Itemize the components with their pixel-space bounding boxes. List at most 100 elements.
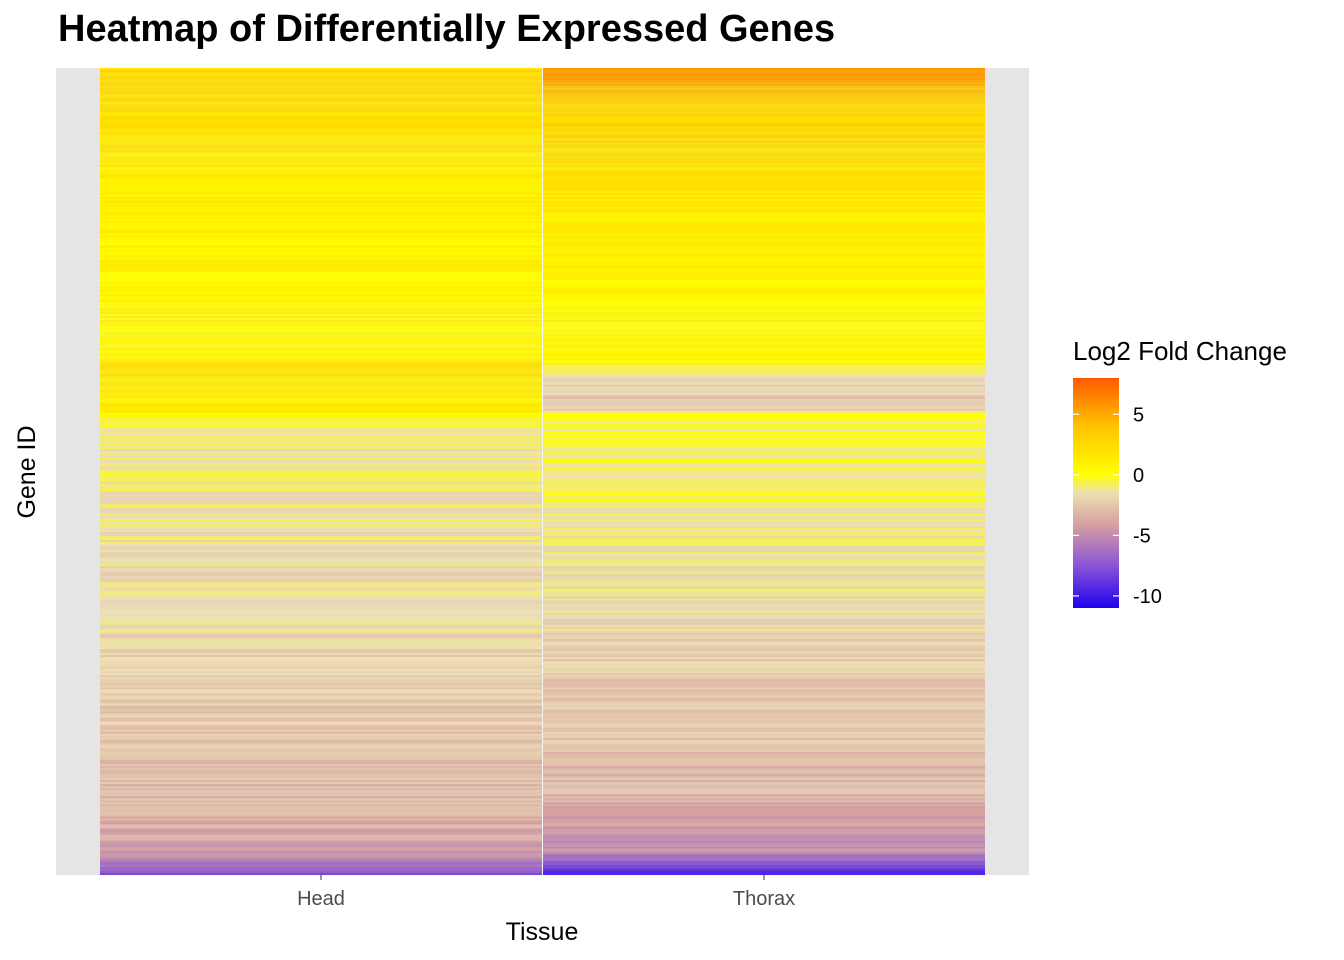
heatmap-cell-head xyxy=(100,277,542,280)
heatmap-cell-thorax xyxy=(543,790,985,793)
y-axis-title: Gene ID xyxy=(13,425,41,518)
heatmap-cell-thorax xyxy=(543,211,985,214)
heatmap-cell-thorax xyxy=(543,326,985,329)
heatmap-cell-thorax xyxy=(543,689,985,692)
heatmap-cell-head xyxy=(100,689,542,692)
heatmap-cell-thorax xyxy=(543,719,985,722)
heatmap-cell-thorax xyxy=(543,158,985,161)
heatmap-cell-thorax xyxy=(543,780,985,783)
heatmap-cell-head xyxy=(100,715,542,718)
heatmap-cell-head xyxy=(100,757,542,761)
heatmap-cell-head xyxy=(100,733,542,736)
heatmap-cell-head xyxy=(100,348,542,351)
heatmap-cell-head xyxy=(100,814,542,817)
heatmap-cell-thorax xyxy=(543,707,985,710)
heatmap-cell-head xyxy=(100,705,542,708)
heatmap-cell-head xyxy=(100,110,542,113)
heatmap-cell-head xyxy=(100,800,542,803)
heatmap-cell-head xyxy=(100,521,542,525)
heatmap-cell-head xyxy=(100,582,542,585)
heatmap-cell-head xyxy=(100,467,542,470)
heatmap-cell-thorax xyxy=(543,725,985,728)
heatmap-cell-thorax xyxy=(543,215,985,218)
heatmap-cell-head xyxy=(100,340,542,343)
heatmap-cell-head xyxy=(100,114,542,117)
heatmap-cell-thorax xyxy=(543,653,985,656)
heatmap-cell-thorax xyxy=(543,116,985,119)
heatmap-cell-head xyxy=(100,449,542,452)
heatmap-cell-head xyxy=(100,344,542,347)
heatmap-cell-head xyxy=(100,645,542,648)
heatmap-cell-thorax xyxy=(543,80,985,83)
heatmap-cell-thorax xyxy=(543,378,985,381)
heatmap-cell-thorax xyxy=(543,114,985,117)
heatmap-cell-head xyxy=(100,406,542,410)
heatmap-cell-head xyxy=(100,762,542,765)
heatmap-cell-head xyxy=(100,374,542,377)
heatmap-cell-thorax xyxy=(543,68,985,71)
heatmap-cell-head xyxy=(100,112,542,115)
heatmap-cell-head xyxy=(100,193,542,196)
heatmap-cell-head xyxy=(100,826,542,829)
heatmap-cell-head xyxy=(100,511,542,514)
heatmap-cell-head xyxy=(100,560,542,563)
heatmap-cell-head xyxy=(100,540,542,543)
heatmap-cell-head xyxy=(100,312,542,315)
heatmap-cell-thorax xyxy=(543,691,985,694)
heatmap-cell-thorax xyxy=(543,612,985,615)
heatmap-cell-head xyxy=(100,717,542,720)
heatmap-cell-thorax xyxy=(543,457,985,460)
heatmap-cell-head xyxy=(100,191,542,194)
heatmap-cell-head xyxy=(100,606,542,609)
heatmap-cell-thorax xyxy=(543,253,985,256)
heatmap-cell-head xyxy=(100,808,542,811)
heatmap-cell-head xyxy=(100,538,542,541)
heatmap-cell-head xyxy=(100,354,542,357)
heatmap-cell-thorax xyxy=(543,447,985,450)
heatmap-cell-head xyxy=(100,671,542,674)
heatmap-cell-head xyxy=(100,265,542,268)
heatmap-cell-head xyxy=(100,386,542,389)
heatmap-cell-thorax xyxy=(543,245,985,248)
heatmap-cell-head xyxy=(100,237,542,240)
heatmap-cell-head xyxy=(100,376,542,379)
heatmap-cell-thorax xyxy=(543,451,985,454)
heatmap-cell-head xyxy=(100,233,542,236)
heatmap-cell-head xyxy=(100,243,542,246)
heatmap-cell-thorax xyxy=(543,178,985,182)
heatmap-cell-head xyxy=(100,590,542,593)
heatmap-cell-thorax xyxy=(543,156,985,159)
heatmap-cell-thorax xyxy=(543,465,985,468)
heatmap-cell-thorax xyxy=(543,120,985,123)
heatmap-cell-thorax xyxy=(543,564,985,567)
heatmap-cell-thorax xyxy=(543,427,985,430)
heatmap-cell-thorax xyxy=(543,374,985,377)
heatmap-cell-thorax xyxy=(543,423,985,426)
heatmap-cell-head xyxy=(100,848,542,851)
heatmap-cell-thorax xyxy=(543,191,985,194)
heatmap-cell-head xyxy=(100,766,542,769)
heatmap-cell-thorax xyxy=(543,235,985,238)
heatmap-cell-thorax xyxy=(543,536,985,539)
heatmap-cell-head xyxy=(100,790,542,793)
heatmap-cell-thorax xyxy=(543,588,985,591)
heatmap-cell-head xyxy=(100,384,542,387)
heatmap-cell-head xyxy=(100,92,542,95)
heatmap-cell-thorax xyxy=(543,92,985,95)
heatmap-cell-head xyxy=(100,602,542,605)
heatmap-cell-head xyxy=(100,729,542,732)
heatmap-cell-thorax xyxy=(543,667,985,670)
heatmap-cell-head xyxy=(100,269,542,272)
heatmap-cell-head xyxy=(100,822,542,825)
heatmap-cell-thorax xyxy=(543,762,985,765)
heatmap-cell-thorax xyxy=(543,530,985,533)
heatmap-cell-thorax xyxy=(543,808,985,811)
heatmap-cell-thorax xyxy=(543,844,985,847)
heatmap-cell-thorax xyxy=(543,295,985,299)
heatmap-cell-thorax xyxy=(543,463,985,466)
heatmap-cell-head xyxy=(100,457,542,460)
heatmap-cell-thorax xyxy=(543,836,985,839)
heatmap-cell-head xyxy=(100,737,542,740)
heatmap-cell-thorax xyxy=(543,721,985,724)
